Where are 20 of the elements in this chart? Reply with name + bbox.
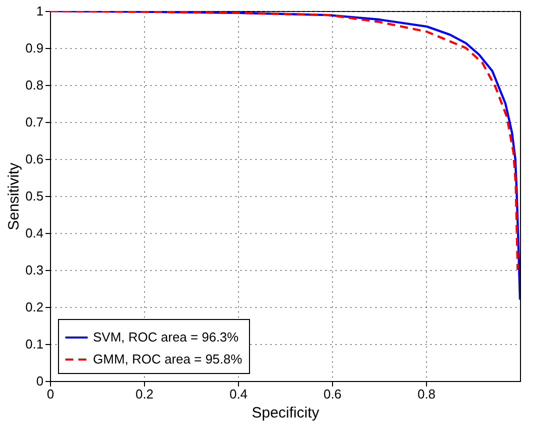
x-tick-label: 0.6 — [323, 386, 342, 402]
x-tick-label: 0.4 — [229, 386, 248, 402]
legend-label: GMM, ROC area = 95.8% — [93, 352, 243, 366]
y-tick-label: 0.7 — [25, 114, 44, 130]
y-tick-label: 0.9 — [25, 40, 44, 56]
y-tick-label: 0.8 — [25, 78, 44, 92]
y-tick-label: 1 — [36, 4, 44, 18]
x-tick-label: 0.2 — [135, 386, 154, 402]
y-tick-label: 0.6 — [25, 152, 44, 166]
y-tick-label: 0.3 — [25, 262, 44, 278]
legend-label: SVM, ROC area = 96.3% — [93, 330, 240, 344]
x-axis-title: Specificity — [252, 404, 320, 422]
x-tick-label: 0.8 — [417, 386, 436, 402]
y-tick-label: 0.5 — [25, 188, 44, 204]
y-tick-label: 0.1 — [25, 336, 44, 352]
y-axis-title: Sensitivity — [5, 162, 22, 230]
x-tick-label: 0 — [46, 386, 54, 402]
y-tick-label: 0 — [36, 374, 44, 388]
y-tick-label: 0.4 — [25, 226, 44, 240]
y-tick-label: 0.2 — [25, 300, 44, 314]
